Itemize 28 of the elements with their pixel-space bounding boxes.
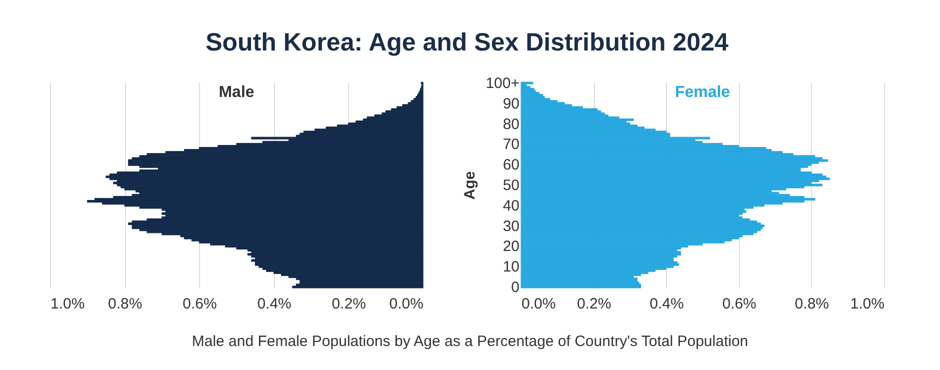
y-tick-label: 80 bbox=[502, 116, 520, 133]
y-tick-label: 100+ bbox=[486, 75, 520, 92]
y-tick-label: 20 bbox=[502, 238, 520, 256]
y-tick-label: 60 bbox=[502, 156, 520, 174]
x-tick-label: 0.8% bbox=[108, 296, 142, 312]
text: Male bbox=[218, 84, 254, 101]
x-tick-label: 0.0% bbox=[522, 296, 556, 312]
y-tick-label: 40 bbox=[502, 197, 520, 214]
y-tick-label: 30 bbox=[502, 218, 520, 235]
y-tick-label: 0 bbox=[511, 278, 520, 296]
x-tick-label: 0.0% bbox=[389, 296, 424, 312]
x-tick-label: 1.0% bbox=[850, 296, 884, 312]
x-tick-label: 0.4% bbox=[257, 296, 292, 312]
y-tick-label: 90 bbox=[502, 95, 520, 112]
x-tick-label: 0.6% bbox=[182, 296, 217, 312]
x-tick-label: 0.2% bbox=[332, 296, 366, 312]
chart-title: South Korea: Age and Sex Distribution 2024 bbox=[206, 28, 728, 57]
text: Male and Female Populations by Age as a Percentage of Country's Total Population bbox=[190, 333, 750, 350]
y-tick-label: 10 bbox=[502, 258, 520, 276]
x-tick-label: 0.2% bbox=[577, 296, 612, 312]
y-tick-label: 70 bbox=[502, 136, 520, 154]
y-tick-label: 50 bbox=[502, 177, 520, 194]
series-label: Female bbox=[674, 84, 730, 101]
y-axis-title: Age bbox=[462, 171, 479, 200]
x-tick-label: 0.8% bbox=[794, 296, 829, 312]
x-tick-label: 1.0% bbox=[50, 296, 85, 312]
x-tick-label: 0.6% bbox=[722, 296, 756, 312]
x-tick-label: 0.4% bbox=[650, 296, 684, 312]
